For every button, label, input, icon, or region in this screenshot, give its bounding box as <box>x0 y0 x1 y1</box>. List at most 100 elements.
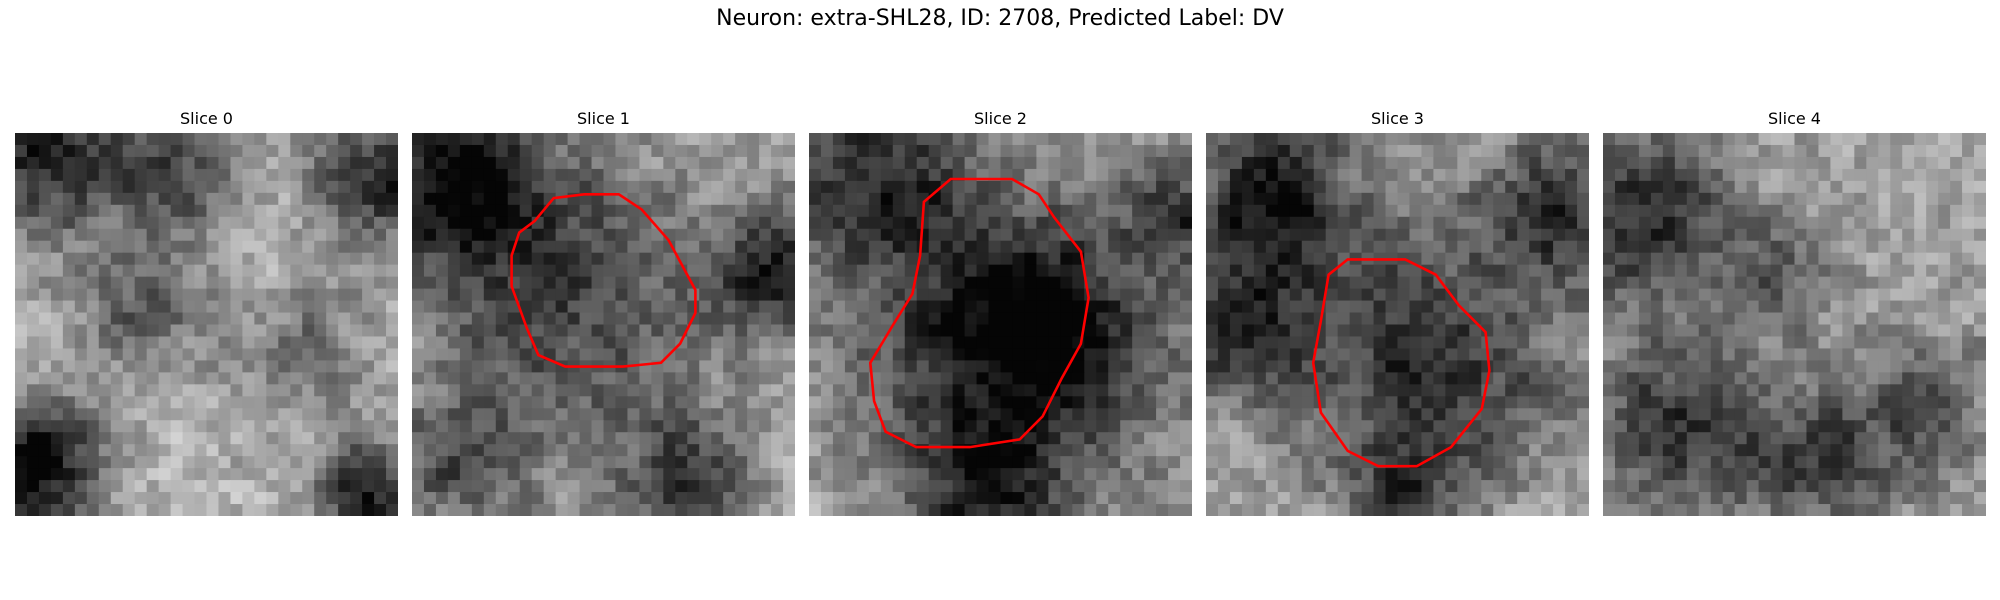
pixel <box>543 444 557 457</box>
pixel <box>771 456 784 469</box>
pixel <box>302 444 315 457</box>
pixel <box>1433 324 1446 338</box>
pixel <box>1517 468 1530 481</box>
pixel <box>1060 468 1073 481</box>
pixel <box>1493 372 1506 385</box>
pixel <box>1710 240 1724 254</box>
pixel <box>1361 156 1375 170</box>
pixel <box>338 156 351 170</box>
pixel <box>916 372 930 385</box>
pixel <box>326 336 339 350</box>
pixel <box>1385 144 1399 158</box>
pixel <box>412 144 425 158</box>
pixel <box>567 156 581 170</box>
pixel <box>1060 444 1073 457</box>
pixel <box>1505 133 1518 146</box>
pixel <box>759 444 772 457</box>
pixel <box>495 168 509 182</box>
pixel <box>1950 372 1963 385</box>
pixel <box>916 336 930 350</box>
pixel <box>1469 456 1482 469</box>
pixel <box>386 432 398 445</box>
pixel <box>723 312 736 326</box>
pixel <box>302 240 315 254</box>
pixel <box>735 168 748 182</box>
pixel <box>916 432 930 445</box>
pixel <box>483 336 497 350</box>
pixel <box>1325 133 1339 146</box>
pixel <box>15 420 28 433</box>
pixel <box>783 348 795 362</box>
pixel <box>1734 444 1748 457</box>
pixel <box>1854 204 1867 218</box>
pixel <box>242 432 255 445</box>
pixel <box>940 336 954 350</box>
pixel <box>146 216 160 230</box>
pixel <box>1565 204 1578 218</box>
pixel <box>1794 240 1808 254</box>
pixel <box>988 336 1002 350</box>
pixel <box>386 216 398 230</box>
pixel <box>1950 192 1963 206</box>
pixel <box>134 216 148 230</box>
pixel <box>134 480 148 493</box>
pixel <box>687 504 700 516</box>
pixel <box>50 312 64 326</box>
slice-image <box>412 133 795 516</box>
pixel <box>1036 432 1049 445</box>
pixel <box>278 360 291 373</box>
pixel <box>1229 504 1243 516</box>
pixel <box>747 300 760 314</box>
pixel <box>1253 180 1267 194</box>
pixel <box>1782 252 1796 266</box>
pixel <box>1108 252 1121 266</box>
pixel <box>1012 396 1026 409</box>
pixel <box>62 336 76 350</box>
pixel <box>916 324 930 338</box>
pixel <box>134 324 148 338</box>
pixel <box>952 324 966 338</box>
pixel <box>1229 264 1243 278</box>
pixel <box>1361 312 1375 326</box>
pixel <box>916 456 930 469</box>
pixel <box>1084 420 1097 433</box>
pixel <box>1217 408 1231 421</box>
pixel <box>543 408 557 421</box>
pixel <box>1217 504 1231 516</box>
pixel <box>928 204 942 218</box>
pixel <box>892 492 906 505</box>
pixel <box>471 264 485 278</box>
pixel <box>471 156 485 170</box>
pixel <box>759 133 772 146</box>
pixel <box>1505 192 1518 206</box>
pixel <box>38 180 52 194</box>
pixel <box>435 264 449 278</box>
pixel <box>206 276 220 290</box>
pixel <box>1253 408 1267 421</box>
pixel <box>15 312 28 326</box>
pixel <box>1409 144 1423 158</box>
pixel <box>1096 144 1109 158</box>
pixel <box>1794 432 1808 445</box>
pixel <box>495 133 509 146</box>
pixel <box>832 468 846 481</box>
pixel <box>507 216 521 230</box>
pixel <box>38 396 52 409</box>
pixel <box>1926 133 1939 146</box>
pixel <box>1614 336 1628 350</box>
pixel <box>122 264 136 278</box>
pixel <box>723 336 736 350</box>
pixel <box>1433 312 1446 326</box>
pixel <box>567 264 581 278</box>
pixel <box>218 372 232 385</box>
pixel <box>639 168 652 182</box>
pixel <box>699 480 712 493</box>
pixel <box>423 144 437 158</box>
pixel <box>1674 312 1688 326</box>
pixel <box>1830 252 1843 266</box>
pixel <box>567 492 581 505</box>
pixel <box>519 420 533 433</box>
pixel <box>386 324 398 338</box>
pixel <box>1373 156 1387 170</box>
pixel <box>1241 456 1255 469</box>
